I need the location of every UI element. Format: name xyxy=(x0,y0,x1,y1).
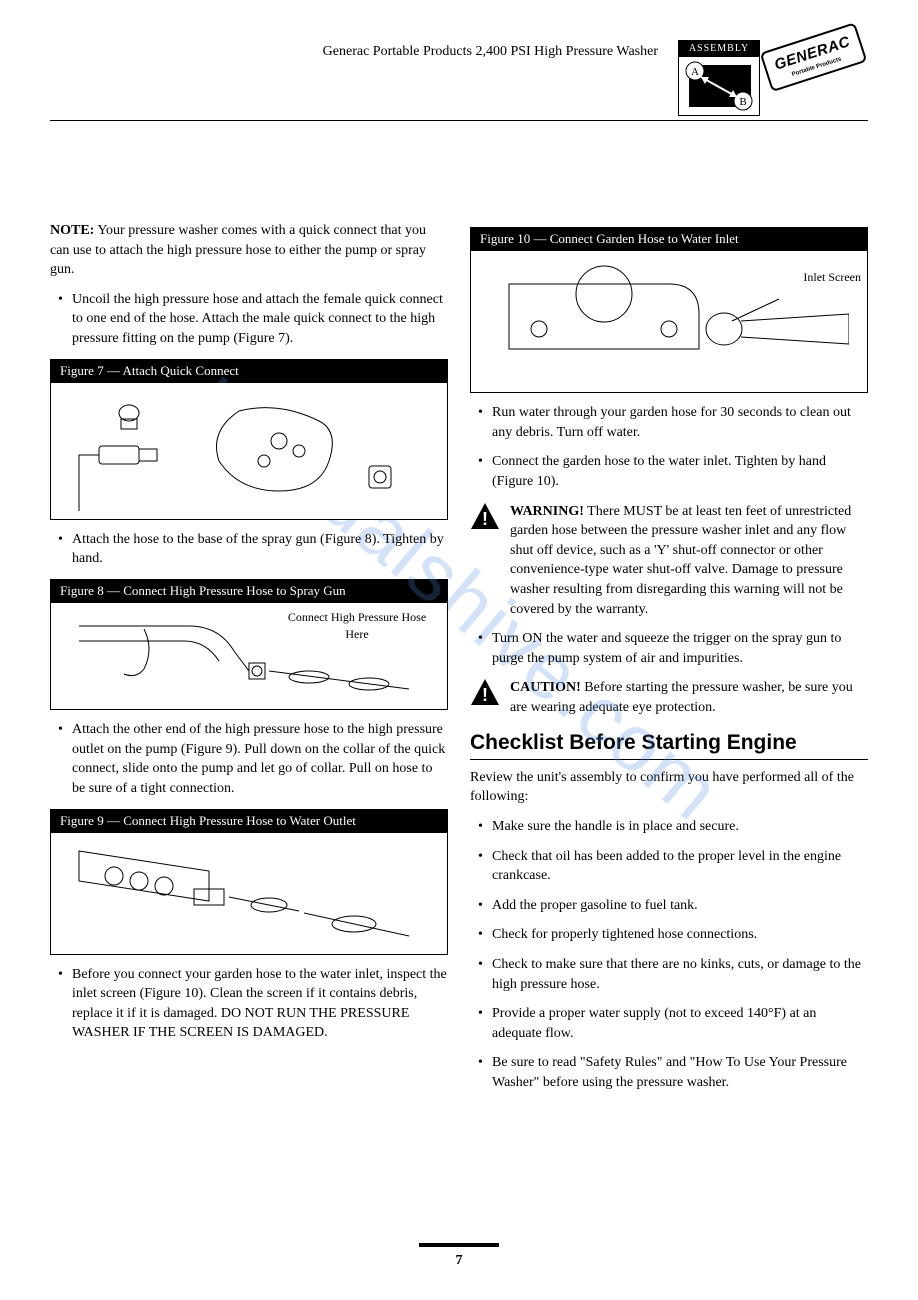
checklist-4: Check for properly tightened hose connec… xyxy=(478,925,868,945)
figure-9-title: Figure 9 — Connect High Pressure Hose to… xyxy=(50,809,448,833)
left-column: NOTE: Your pressure washer comes with a … xyxy=(50,221,448,1103)
section-heading: Checklist Before Starting Engine xyxy=(470,728,868,760)
figure-10-title: Figure 10 — Connect Garden Hose to Water… xyxy=(470,227,868,251)
checklist-7: Be sure to read "Safety Rules" and "How … xyxy=(478,1053,868,1092)
checklist-1: Make sure the handle is in place and sec… xyxy=(478,817,868,837)
right-bullet-3: Turn ON the water and squeeze the trigge… xyxy=(478,629,868,668)
svg-text:A: A xyxy=(691,66,699,78)
checklist-5: Check to make sure that there are no kin… xyxy=(478,955,868,994)
page-number: 7 xyxy=(456,1253,463,1268)
caution-block: ! CAUTION! Before starting the pressure … xyxy=(470,678,868,717)
figure-10-label: Inlet Screen xyxy=(803,269,861,286)
checklist-intro: Review the unit's assembly to confirm yo… xyxy=(470,768,868,807)
figure-8-label: Connect High Pressure Hose Here xyxy=(277,609,437,643)
warning-icon: ! xyxy=(470,502,500,620)
caution-label: CAUTION! xyxy=(510,680,581,695)
note-text: Your pressure washer comes with a quick … xyxy=(50,223,426,277)
assembly-badge: ASSEMBLY A B xyxy=(678,40,760,116)
header-title: Generac Portable Products 2,400 PSI High… xyxy=(323,42,658,62)
figure-8-title: Figure 8 — Connect High Pressure Hose to… xyxy=(50,579,448,603)
left-bullet-3: Attach the other end of the high pressur… xyxy=(58,720,448,798)
note-label: NOTE: xyxy=(50,223,94,238)
warning-label: WARNING! xyxy=(510,504,584,519)
footer-bar xyxy=(419,1243,499,1247)
svg-text:B: B xyxy=(739,96,746,108)
figure-8: Figure 8 — Connect High Pressure Hose to… xyxy=(50,579,448,710)
caution-icon: ! xyxy=(470,678,500,717)
generac-logo: GENERAC Portable Products xyxy=(760,22,877,119)
svg-text:!: ! xyxy=(482,509,488,529)
note-paragraph: NOTE: Your pressure washer comes with a … xyxy=(50,221,448,280)
checklist-2: Check that oil has been added to the pro… xyxy=(478,847,868,886)
right-bullet-1: Run water through your garden hose for 3… xyxy=(478,403,868,442)
svg-text:!: ! xyxy=(482,685,488,705)
right-bullet-2: Connect the garden hose to the water inl… xyxy=(478,452,868,491)
warning-block: ! WARNING! There MUST be at least ten fe… xyxy=(470,502,868,620)
left-bullet-4: Before you connect your garden hose to t… xyxy=(58,965,448,1043)
right-column: Figure 10 — Connect Garden Hose to Water… xyxy=(470,221,868,1103)
assembly-diagram: A B xyxy=(679,57,759,115)
left-bullet-2: Attach the hose to the base of the spray… xyxy=(58,530,448,569)
figure-7: Figure 7 — Attach Quick Connect xyxy=(50,359,448,520)
figure-10: Figure 10 — Connect Garden Hose to Water… xyxy=(470,227,868,393)
page-footer: 7 xyxy=(50,1243,868,1271)
assembly-label: ASSEMBLY xyxy=(679,41,759,57)
warning-text: WARNING! There MUST be at least ten feet… xyxy=(510,502,868,620)
content-columns: NOTE: Your pressure washer comes with a … xyxy=(50,221,868,1103)
page-header: Generac Portable Products 2,400 PSI High… xyxy=(50,40,868,121)
warning-body: There MUST be at least ten feet of unres… xyxy=(510,504,851,617)
figure-7-body xyxy=(50,383,448,520)
figure-9: Figure 9 — Connect High Pressure Hose to… xyxy=(50,809,448,955)
figure-10-body: Inlet Screen xyxy=(470,251,868,393)
left-bullet-1: Uncoil the high pressure hose and attach… xyxy=(58,290,448,349)
checklist-3: Add the proper gasoline to fuel tank. xyxy=(478,896,868,916)
caution-text: CAUTION! Before starting the pressure wa… xyxy=(510,678,868,717)
figure-9-body xyxy=(50,833,448,955)
figure-8-body: Connect High Pressure Hose Here xyxy=(50,603,448,710)
figure-7-title: Figure 7 — Attach Quick Connect xyxy=(50,359,448,383)
checklist-6: Provide a proper water supply (not to ex… xyxy=(478,1004,868,1043)
